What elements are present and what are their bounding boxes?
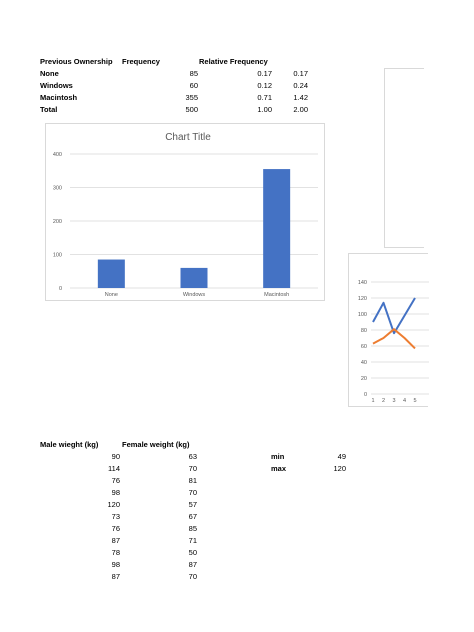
y-tick-label: 80 <box>361 328 367 334</box>
x-tick-label: Macintosh <box>264 292 289 298</box>
row-relative-frequency: 0.17 <box>257 69 272 78</box>
female-weight-cell: 67 <box>188 512 197 521</box>
y-tick-label: 60 <box>361 344 367 350</box>
male-weight-cell: 98 <box>111 488 120 497</box>
male-weight-cell: 114 <box>108 464 120 473</box>
bar-chart-svg: Chart Title 0 100 200 300 400 None Windows Maci… <box>53 132 318 298</box>
header-previous-ownership: Previous Ownership <box>40 57 113 66</box>
row-label: Macintosh <box>40 93 78 102</box>
y-tick-label: 100 <box>53 253 62 259</box>
x-tick-label: None <box>105 292 118 298</box>
header-male-weight: Male wieght (kg) <box>40 440 99 449</box>
header-relative-frequency: Relative Frequency <box>199 57 268 66</box>
row-label: Windows <box>40 81 73 90</box>
y-tick-label: 100 <box>358 312 367 318</box>
male-weight-cell: 87 <box>111 536 120 545</box>
female-weight-cell: 70 <box>188 572 197 581</box>
y-tick-label: 120 <box>358 296 367 302</box>
y-tick-label: 300 <box>53 186 62 192</box>
chart-title: Chart Title <box>165 132 211 143</box>
row-label: None <box>40 69 59 78</box>
row-extra-value: 0.24 <box>293 81 308 90</box>
x-tick-label: 4 <box>403 398 406 404</box>
male-weight-cell: 87 <box>111 572 120 581</box>
x-tick-label: 3 <box>392 398 395 404</box>
y-tick-label: 0 <box>364 392 367 398</box>
bar <box>263 169 291 288</box>
row-extra-value: 0.17 <box>293 69 308 78</box>
row-relative-frequency: 0.71 <box>257 93 272 102</box>
y-tick-label: 200 <box>53 219 62 225</box>
female-weight-cell: 63 <box>188 452 197 461</box>
row-relative-frequency: 1.00 <box>257 105 272 114</box>
female-weight-cell: 70 <box>188 464 197 473</box>
row-frequency: 60 <box>189 81 198 90</box>
stat-min-label: min <box>271 452 285 461</box>
bar <box>97 259 125 288</box>
stat-max-value: 120 <box>333 464 346 473</box>
row-frequency: 85 <box>189 69 198 78</box>
row-relative-frequency: 0.12 <box>257 81 272 90</box>
male-weight-cell: 76 <box>111 524 120 533</box>
series-line <box>372 297 416 335</box>
stat-max-label: max <box>271 464 287 473</box>
row-frequency: 355 <box>185 93 198 102</box>
line-chart[interactable]: 0 20 40 60 80 100 120 140 1 2 3 4 5 <box>348 253 429 407</box>
x-tick-label: 2 <box>382 398 385 404</box>
line-chart-svg: 0 20 40 60 80 100 120 140 1 2 3 4 5 <box>358 280 429 404</box>
row-extra-value: 1.42 <box>293 93 308 102</box>
series-line <box>372 328 416 350</box>
y-tick-label: 20 <box>361 376 367 382</box>
female-weight-cell: 71 <box>188 536 197 545</box>
x-tick-label: Windows <box>183 292 206 298</box>
male-weight-cell: 120 <box>107 500 120 509</box>
y-tick-label: 40 <box>361 360 367 366</box>
y-tick-label: 140 <box>358 280 367 286</box>
female-weight-cell: 50 <box>188 548 197 557</box>
x-tick-label: 1 <box>371 398 374 404</box>
bar-chart[interactable]: Chart Title 0 100 200 300 400 None Windows Maci… <box>45 123 325 301</box>
female-weight-cell: 85 <box>188 524 197 533</box>
female-weight-cell: 70 <box>188 488 197 497</box>
y-tick-label: 0 <box>59 286 62 292</box>
row-label: Total <box>40 105 58 114</box>
row-frequency: 500 <box>185 105 198 114</box>
female-weight-cell: 81 <box>188 476 197 485</box>
male-weight-cell: 76 <box>111 476 120 485</box>
male-weight-cell: 98 <box>111 560 120 569</box>
male-weight-cell: 90 <box>111 452 120 461</box>
female-weight-cell: 57 <box>188 500 197 509</box>
male-weight-cell: 73 <box>111 512 120 521</box>
male-weight-cell: 78 <box>111 548 120 557</box>
header-female-weight: Female weight (kg) <box>122 440 190 449</box>
header-frequency: Frequency <box>122 57 160 66</box>
x-tick-label: 5 <box>413 398 416 404</box>
empty-chart-frame[interactable] <box>384 68 424 248</box>
bar <box>180 267 208 288</box>
row-extra-value: 2.00 <box>293 105 308 114</box>
female-weight-cell: 87 <box>188 560 197 569</box>
y-tick-label: 400 <box>53 152 62 158</box>
stat-min-value: 49 <box>337 452 346 461</box>
